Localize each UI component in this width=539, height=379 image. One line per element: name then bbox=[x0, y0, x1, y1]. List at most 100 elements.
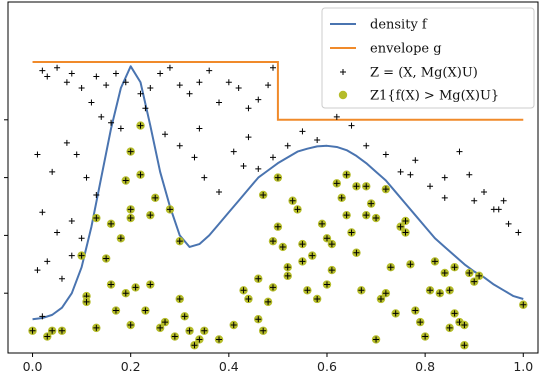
sample-point bbox=[397, 168, 404, 175]
accepted-point bbox=[460, 320, 469, 330]
accepted-point bbox=[317, 219, 327, 229]
accepted-point bbox=[165, 205, 175, 214]
accepted-point bbox=[327, 239, 337, 249]
sample-point bbox=[245, 134, 252, 141]
accepted-point bbox=[391, 309, 400, 318]
envelope-g-line bbox=[32, 61, 524, 121]
accepted-point bbox=[170, 332, 180, 341]
accepted-point bbox=[190, 341, 199, 350]
legend-circle-swatch bbox=[338, 90, 348, 100]
accepted-point bbox=[371, 335, 381, 344]
sample-point bbox=[206, 67, 213, 74]
sample-point bbox=[78, 235, 85, 242]
sample-point bbox=[196, 125, 203, 132]
accepted-point bbox=[470, 277, 479, 286]
x-tick-label: 0.6 bbox=[317, 359, 337, 374]
legend-plus-swatch bbox=[340, 69, 346, 75]
sample-point bbox=[441, 194, 448, 201]
accepted-point bbox=[239, 286, 248, 295]
sample-point bbox=[98, 113, 105, 120]
accepted-point bbox=[273, 173, 283, 182]
sample-point bbox=[333, 113, 340, 120]
accepted-point bbox=[47, 326, 57, 335]
accepted-point bbox=[175, 294, 184, 304]
accepted-point bbox=[146, 210, 155, 220]
x-tick-label: 0.8 bbox=[415, 359, 435, 374]
legend-entry: density f bbox=[330, 18, 428, 33]
accepted-point bbox=[396, 222, 405, 231]
sample-point bbox=[456, 148, 463, 155]
accepted-point bbox=[381, 289, 391, 298]
accepted-point bbox=[268, 236, 278, 246]
sample-point bbox=[78, 85, 85, 92]
accepted-point bbox=[371, 213, 381, 223]
accepted-point bbox=[116, 234, 126, 243]
sample-point bbox=[490, 206, 497, 213]
sample-point bbox=[500, 197, 507, 204]
accepted-point bbox=[121, 289, 130, 298]
accepted-point bbox=[126, 147, 135, 156]
accepted-point bbox=[126, 205, 135, 214]
sample-point bbox=[270, 154, 276, 161]
sample-point bbox=[54, 64, 61, 71]
legend-box bbox=[321, 7, 535, 109]
accepted-point bbox=[322, 234, 332, 243]
sample-point bbox=[176, 142, 183, 149]
sample-point bbox=[441, 174, 448, 181]
accepted-point bbox=[342, 170, 351, 179]
sample-point bbox=[34, 151, 41, 158]
accepted-point bbox=[347, 228, 356, 237]
sample-point bbox=[162, 131, 169, 138]
accepted-point bbox=[430, 257, 440, 266]
accepted-point bbox=[445, 286, 454, 295]
accepted-point bbox=[136, 170, 145, 179]
density-f-line bbox=[32, 65, 524, 321]
accepted-point bbox=[106, 280, 116, 289]
sample-point bbox=[427, 183, 434, 190]
accepted-point bbox=[425, 286, 435, 295]
accepted-point bbox=[303, 286, 312, 295]
accepted-point bbox=[195, 335, 204, 344]
accepted-point bbox=[519, 300, 528, 309]
legend-label: Z1{f(X) > Mg(X)U} bbox=[370, 89, 499, 104]
sample-point bbox=[270, 64, 276, 71]
sample-point bbox=[235, 85, 242, 92]
accepted-point bbox=[288, 196, 297, 205]
accepted-point bbox=[180, 312, 189, 321]
accepted-point bbox=[185, 326, 194, 335]
accepted-point bbox=[77, 251, 86, 260]
legend: density f envelope g Z = (X, Mg(X)U) Z1{f(X… bbox=[321, 7, 535, 109]
sample-point bbox=[44, 73, 51, 80]
accepted-point bbox=[381, 184, 391, 194]
accepted-point bbox=[440, 268, 449, 278]
sample-point bbox=[68, 252, 75, 259]
accepted-point bbox=[141, 306, 150, 315]
sample-point bbox=[44, 258, 51, 265]
legend-label: density f bbox=[370, 18, 428, 33]
x-tick-label: 0.4 bbox=[219, 359, 239, 374]
sample-point bbox=[216, 99, 223, 106]
sample-point bbox=[58, 275, 65, 282]
sample-point bbox=[83, 174, 90, 181]
accepted-point bbox=[92, 213, 101, 223]
sample-point bbox=[93, 191, 100, 198]
sample-point bbox=[191, 154, 198, 161]
sample-point bbox=[225, 79, 232, 86]
sample-point bbox=[176, 82, 183, 89]
accepted-point bbox=[92, 323, 101, 333]
accepted-point bbox=[386, 262, 395, 272]
accepted-point bbox=[106, 219, 116, 229]
accepted-point bbox=[362, 210, 371, 220]
accepted-point bbox=[111, 306, 121, 315]
x-tick-label: 0.0 bbox=[23, 359, 43, 374]
accepted-point bbox=[254, 274, 263, 283]
accepted-point bbox=[283, 262, 292, 272]
accepted-point bbox=[155, 323, 165, 333]
accepted-point bbox=[416, 317, 425, 327]
accepted-point bbox=[406, 260, 415, 269]
x-tick-label: 1.0 bbox=[513, 359, 533, 374]
accepted-point bbox=[322, 280, 332, 289]
sample-point bbox=[186, 90, 193, 97]
sample-point bbox=[471, 197, 478, 204]
sample-point bbox=[142, 105, 149, 112]
